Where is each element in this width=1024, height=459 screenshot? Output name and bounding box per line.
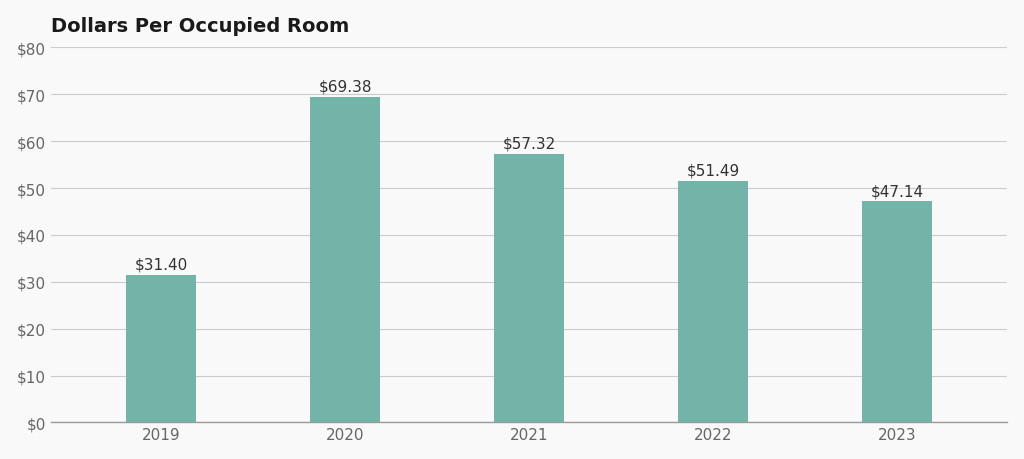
Bar: [126, 276, 196, 423]
Bar: [494, 154, 564, 423]
Bar: [678, 182, 748, 423]
Text: $31.40: $31.40: [134, 257, 187, 272]
Text: $51.49: $51.49: [686, 163, 739, 179]
Text: $47.14: $47.14: [870, 184, 924, 199]
Text: $57.32: $57.32: [503, 136, 556, 151]
Bar: [862, 202, 932, 423]
Text: Dollars Per Occupied Room: Dollars Per Occupied Room: [50, 17, 349, 36]
Bar: [310, 98, 380, 423]
Text: $69.38: $69.38: [318, 80, 372, 95]
